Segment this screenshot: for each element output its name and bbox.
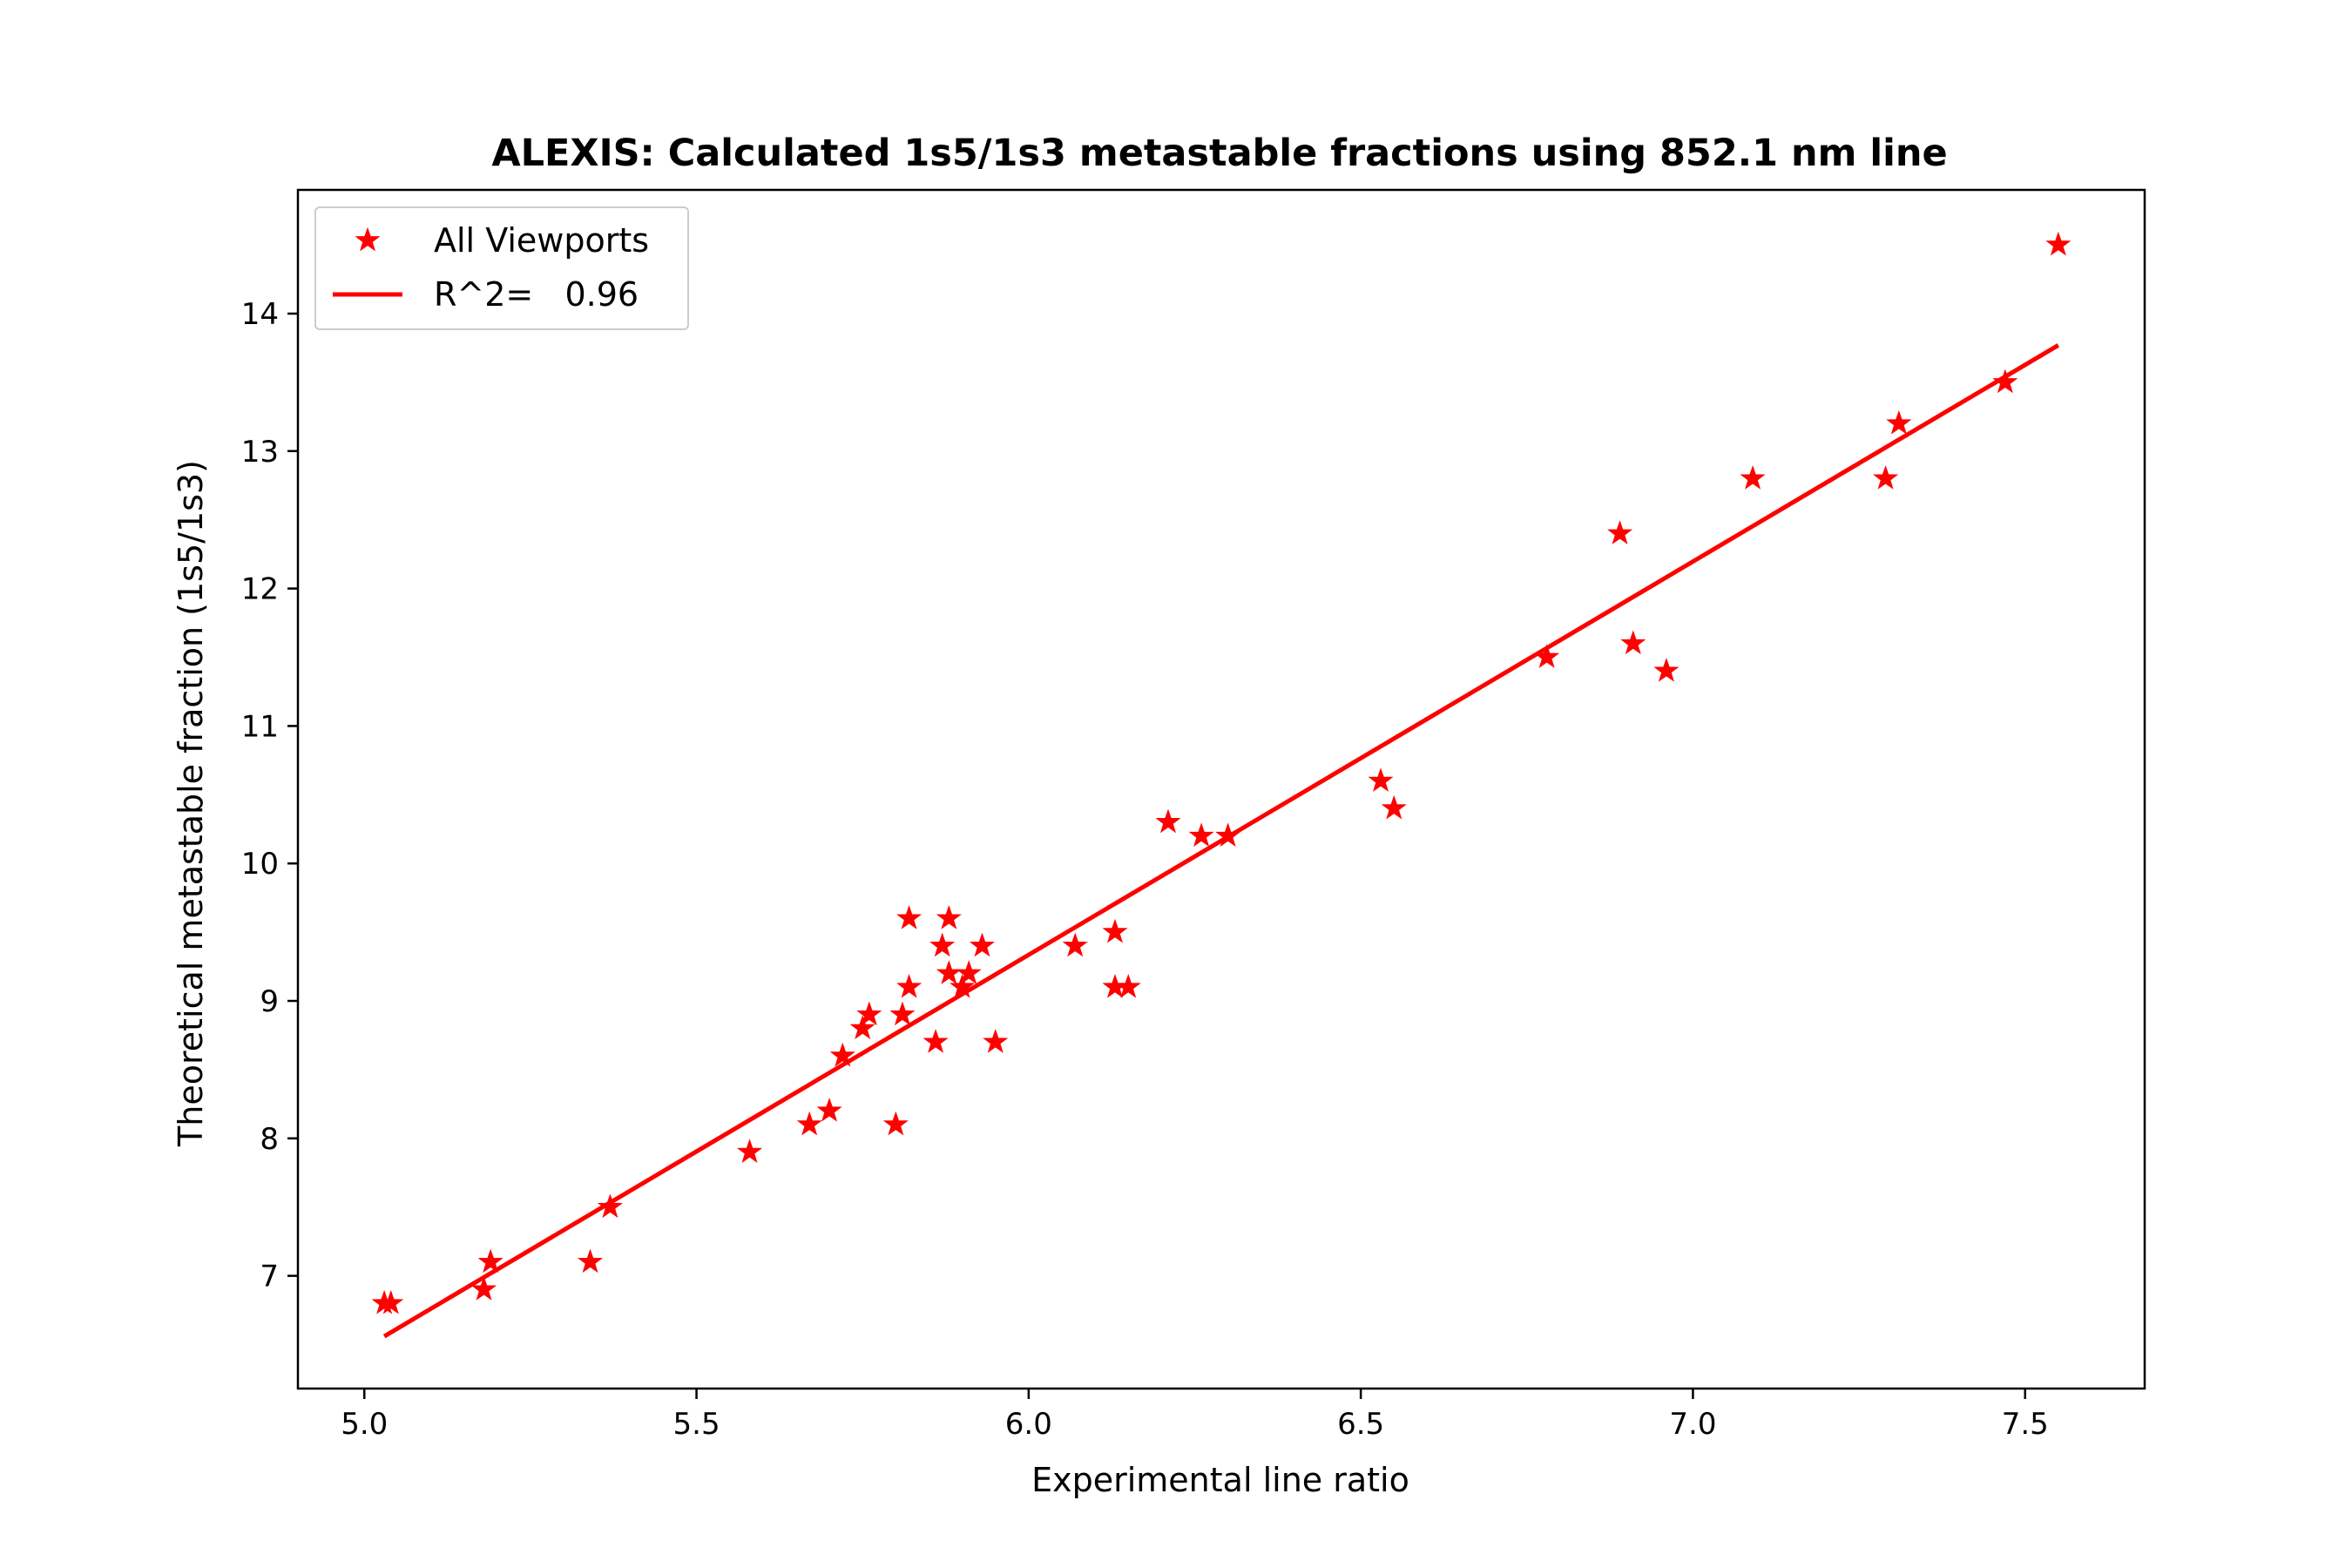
plot-area bbox=[371, 231, 2072, 1339]
chart-title: ALEXIS: Calculated 1s5/1s3 metastable fr… bbox=[491, 132, 1947, 175]
legend-label: R^2= 0.96 bbox=[434, 275, 639, 314]
legend-label: All Viewports bbox=[434, 221, 649, 260]
data-point bbox=[956, 960, 982, 984]
y-tick-label: 8 bbox=[260, 1122, 279, 1157]
data-point bbox=[378, 1289, 404, 1315]
y-tick-label: 11 bbox=[241, 709, 279, 744]
x-tick-label: 6.5 bbox=[1337, 1407, 1384, 1442]
data-point bbox=[829, 1042, 855, 1067]
data-point bbox=[936, 905, 962, 929]
data-point bbox=[856, 1001, 882, 1026]
data-point bbox=[889, 1001, 916, 1026]
data-point bbox=[1873, 465, 1899, 490]
x-tick-label: 7.5 bbox=[2002, 1407, 2049, 1442]
y-tick-label: 9 bbox=[260, 984, 279, 1019]
data-point bbox=[470, 1276, 497, 1301]
data-point bbox=[1607, 520, 1633, 544]
data-point bbox=[896, 905, 923, 929]
x-axis-label: Experimental line ratio bbox=[1031, 1461, 1409, 1499]
data-point bbox=[1620, 630, 1646, 655]
y-tick-label: 7 bbox=[260, 1260, 279, 1294]
data-point bbox=[816, 1097, 842, 1122]
data-point bbox=[2045, 231, 2072, 256]
legend: All Viewports R^2= 0.96 bbox=[314, 206, 689, 330]
x-tick-label: 5.5 bbox=[673, 1407, 720, 1442]
data-point bbox=[1115, 973, 1141, 998]
x-tick-label: 5.0 bbox=[341, 1407, 388, 1442]
axes-frame bbox=[296, 188, 2146, 1390]
data-point bbox=[969, 932, 996, 957]
data-point bbox=[923, 1029, 949, 1053]
x-tick-label: 6.0 bbox=[1005, 1407, 1052, 1442]
data-point bbox=[1381, 794, 1407, 820]
y-tick-label: 13 bbox=[241, 435, 279, 470]
y-tick-label: 14 bbox=[241, 297, 279, 332]
data-point bbox=[796, 1111, 822, 1136]
legend-star-swatch bbox=[355, 226, 381, 252]
y-axis-label: Theoretical metastable fraction (1s5/1s3… bbox=[172, 460, 210, 1147]
data-point bbox=[1653, 658, 1680, 682]
data-point bbox=[578, 1248, 604, 1274]
data-point bbox=[896, 973, 923, 998]
data-point bbox=[929, 932, 956, 957]
legend-box bbox=[314, 206, 689, 330]
data-point bbox=[477, 1248, 504, 1274]
y-tick-label: 12 bbox=[241, 572, 279, 607]
data-point bbox=[1368, 767, 1394, 792]
x-tick-label: 7.0 bbox=[1669, 1407, 1716, 1442]
data-point bbox=[1102, 918, 1128, 943]
data-point bbox=[983, 1029, 1009, 1053]
data-point bbox=[1740, 465, 1766, 490]
data-point bbox=[597, 1193, 623, 1219]
data-point bbox=[1886, 409, 1912, 435]
data-point bbox=[1188, 822, 1214, 848]
data-point bbox=[849, 1015, 875, 1039]
data-point bbox=[1992, 368, 2018, 394]
axes: 5.0 5.5 6.0 6.5 7.0 7.5 7 8 9 10 11 12 13 14 bbox=[241, 188, 2146, 1442]
data-point bbox=[737, 1139, 763, 1163]
y-tick-label: 10 bbox=[241, 847, 279, 882]
data-point bbox=[1155, 808, 1181, 834]
data-point bbox=[1062, 932, 1088, 957]
fit-line bbox=[382, 343, 2060, 1339]
data-point bbox=[882, 1111, 909, 1136]
